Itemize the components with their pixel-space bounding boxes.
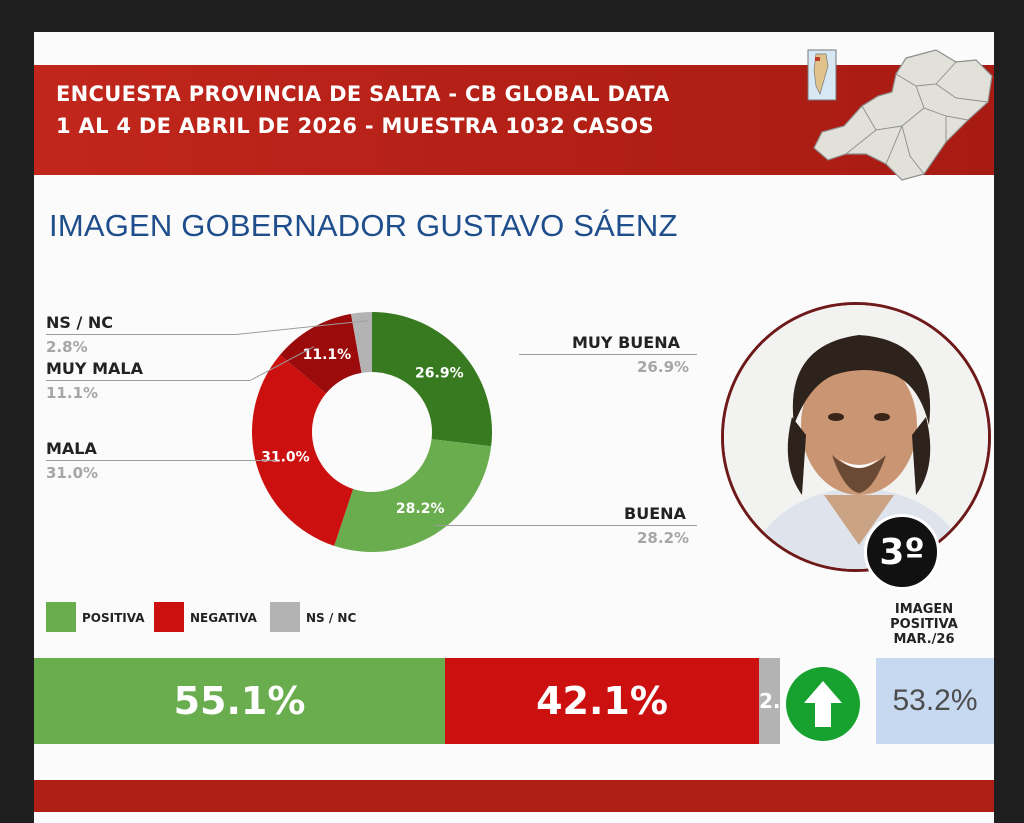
donut-slice-muy-mala xyxy=(280,313,362,394)
bar-segment-ns-nc: 2.8% xyxy=(759,658,814,744)
legend-swatch-ns-nc xyxy=(270,602,300,632)
donut-label-muy-buena: 26.9% xyxy=(415,365,464,381)
trend-up-arrow-icon xyxy=(786,667,860,741)
footer-bar xyxy=(34,780,994,812)
legend-label-negativa: NEGATIVA xyxy=(190,611,257,625)
value-muy-mala: 11.1% xyxy=(46,384,99,402)
value-mala: 31.0% xyxy=(46,464,99,482)
bar-segment-negativa: 42.1% xyxy=(445,658,759,744)
leader-line-buena xyxy=(434,525,697,526)
label-mala: MALA xyxy=(46,439,97,458)
value-ns-nc: 2.8% xyxy=(46,338,88,356)
rank-badge: 3º xyxy=(864,514,940,590)
infographic-card: ENCUESTA PROVINCIA DE SALTA - CB GLOBAL … xyxy=(34,32,994,823)
salta-map-icon xyxy=(807,49,993,181)
donut-slice-ns-nc xyxy=(350,312,372,373)
leader-line-muy-buena xyxy=(519,354,697,355)
donut-slice-buena xyxy=(334,439,492,552)
donut-slice-mala xyxy=(252,354,354,546)
governor-portrait xyxy=(721,302,991,572)
header-line-1: ENCUESTA PROVINCIA DE SALTA - CB GLOBAL … xyxy=(56,82,670,106)
leader-line-ns-nc xyxy=(46,334,236,335)
value-buena: 28.2% xyxy=(637,529,690,547)
legend-swatch-positiva xyxy=(46,602,76,632)
legend-label-positiva: POSITIVA xyxy=(82,611,145,625)
previous-period-value: 53.2% xyxy=(876,658,994,744)
portrait-illustration xyxy=(724,305,988,569)
donut-label-muy-mala: 11.1% xyxy=(303,347,352,363)
leader-line-mala xyxy=(46,460,276,461)
donut-chart: 26.9% 28.2% 31.0% 11.1% xyxy=(252,312,492,552)
donut-label-mala: 31.0% xyxy=(261,450,310,466)
previous-period-label: IMAGEN POSITIVA MAR./26 xyxy=(890,602,958,647)
label-ns-nc: NS / NC xyxy=(46,313,114,332)
value-muy-buena: 26.9% xyxy=(637,358,690,376)
label-muy-buena: MUY BUENA xyxy=(572,333,680,352)
label-muy-mala: MUY MALA xyxy=(46,359,143,378)
donut-slice-muy-buena xyxy=(372,312,492,447)
header-line-2: 1 AL 4 DE ABRIL DE 2026 - MUESTRA 1032 C… xyxy=(56,114,654,138)
leader-line-muy-mala xyxy=(46,380,250,381)
legend-label-ns-nc: NS / NC xyxy=(306,611,357,625)
label-buena: BUENA xyxy=(624,504,686,523)
donut-label-buena: 28.2% xyxy=(396,501,445,517)
chart-title: IMAGEN GOBERNADOR GUSTAVO SÁENZ xyxy=(49,208,678,243)
bar-segment-positiva: 55.1% xyxy=(34,658,445,744)
legend-swatch-negativa xyxy=(154,602,184,632)
